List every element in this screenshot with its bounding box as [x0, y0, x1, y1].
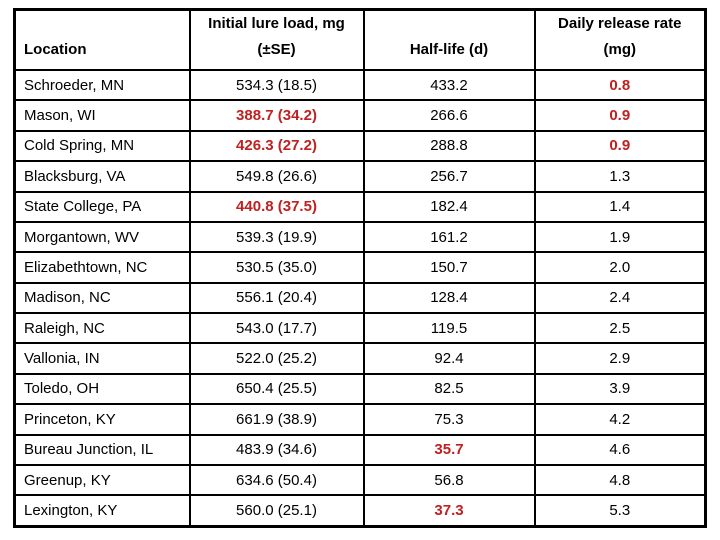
location-cell: Raleigh, NC [13, 311, 191, 345]
half-life-d-cell: 256.7 [362, 160, 536, 193]
half-life-header-label: Half-life (d) [409, 41, 489, 58]
initial-lure-load-se-cell: 549.8 (26.6) [188, 160, 365, 193]
location-cell: Vallonia, IN [13, 342, 191, 375]
header-row: Location Initial lure load, mg (±SE) Hal… [13, 8, 707, 71]
initial-lure-load-se-cell: 634.6 (50.4) [188, 463, 365, 497]
half-life-d-cell: 75.3 [362, 403, 536, 436]
daily-release-mg-cell: 4.2 [533, 403, 707, 436]
initial-lure-load-se-cell: 650.4 (25.5) [188, 372, 365, 406]
daily-release-mg-cell: 2.5 [533, 311, 707, 345]
initial-lure-load-se-cell: 522.0 (25.2) [188, 342, 365, 375]
table-row: Vallonia, IN 522.0 (25.2) 92.4 2.9 [13, 342, 707, 375]
table-row: Princeton, KY 661.9 (38.9) 75.3 4.2 [13, 403, 707, 436]
table-row: Cold Spring, MN 426.3 (27.2) 288.8 0.9 [13, 129, 707, 163]
table-row: Madison, NC 556.1 (20.4) 128.4 2.4 [13, 281, 707, 315]
half-life-d-cell: 82.5 [362, 372, 536, 406]
location-cell: Lexington, KY [13, 494, 191, 528]
daily-release-mg-cell: 5.3 [533, 494, 707, 528]
daily-release-mg-cell: 2.0 [533, 251, 707, 284]
initial-lure-load-se-cell: 556.1 (20.4) [188, 281, 365, 315]
daily-release-mg-cell: 0.9 [533, 99, 707, 132]
half-life-d-cell: 37.3 [362, 494, 536, 528]
lure-load-header-line2: (±SE) [257, 41, 296, 58]
half-life-d-cell: 161.2 [362, 220, 536, 254]
daily-release-mg-cell: 2.4 [533, 281, 707, 315]
initial-lure-load-se-cell: 530.5 (35.0) [188, 251, 365, 284]
table-row: Elizabethtown, NC 530.5 (35.0) 150.7 2.0 [13, 251, 707, 284]
table-header: Location Initial lure load, mg (±SE) Hal… [13, 8, 707, 71]
daily-release-mg-cell: 4.6 [533, 433, 707, 466]
half-life-d-cell: 35.7 [362, 433, 536, 466]
location-cell: Toledo, OH [13, 372, 191, 406]
location-cell: Blacksburg, VA [13, 160, 191, 193]
half-life-d-cell: 150.7 [362, 251, 536, 284]
table-row: Lexington, KY 560.0 (25.1) 37.3 5.3 [13, 494, 707, 528]
release-rate-header-line1: Daily release rate [558, 15, 682, 32]
location-cell: Elizabethtown, NC [13, 251, 191, 284]
daily-release-mg-cell: 0.8 [533, 68, 707, 102]
location-cell: Greenup, KY [13, 463, 191, 497]
lure-load-header-line1: Initial lure load, mg [208, 15, 345, 32]
initial-lure-load-se-cell: 388.7 (34.2) [188, 99, 365, 132]
col-header-half-life: Half-life (d) [362, 8, 536, 71]
daily-release-mg-cell: 1.9 [533, 220, 707, 254]
half-life-d-cell: 128.4 [362, 281, 536, 315]
daily-release-mg-cell: 0.9 [533, 129, 707, 163]
col-header-lure-load: Initial lure load, mg (±SE) [188, 8, 365, 71]
half-life-d-cell: 56.8 [362, 463, 536, 497]
table-row: Bureau Junction, IL 483.9 (34.6) 35.7 4.6 [13, 433, 707, 466]
initial-lure-load-se-cell: 534.3 (18.5) [188, 68, 365, 102]
table-row: Greenup, KY 634.6 (50.4) 56.8 4.8 [13, 463, 707, 497]
daily-release-mg-cell: 1.4 [533, 190, 707, 223]
half-life-d-cell: 288.8 [362, 129, 536, 163]
table-row: Toledo, OH 650.4 (25.5) 82.5 3.9 [13, 372, 707, 406]
daily-release-mg-cell: 1.3 [533, 160, 707, 193]
initial-lure-load-se-cell: 543.0 (17.7) [188, 311, 365, 345]
location-cell: Schroeder, MN [13, 68, 191, 102]
initial-lure-load-se-cell: 483.9 (34.6) [188, 433, 365, 466]
initial-lure-load-se-cell: 426.3 (27.2) [188, 129, 365, 163]
col-header-release-rate: Daily release rate (mg) [533, 8, 707, 71]
table-body: Schroeder, MN 534.3 (18.5) 433.2 0.8 Mason, … [13, 68, 707, 528]
lure-data-table: Location Initial lure load, mg (±SE) Hal… [13, 8, 707, 528]
location-cell: Cold Spring, MN [13, 129, 191, 163]
daily-release-mg-cell: 4.8 [533, 463, 707, 497]
location-cell: Morgantown, WV [13, 220, 191, 254]
table-row: Mason, WI 388.7 (34.2) 266.6 0.9 [13, 99, 707, 132]
location-cell: Mason, WI [13, 99, 191, 132]
half-life-d-cell: 92.4 [362, 342, 536, 375]
daily-release-mg-cell: 3.9 [533, 372, 707, 406]
initial-lure-load-se-cell: 560.0 (25.1) [188, 494, 365, 528]
location-cell: Madison, NC [13, 281, 191, 315]
release-rate-header-line2: (mg) [603, 41, 637, 58]
half-life-d-cell: 182.4 [362, 190, 536, 223]
initial-lure-load-se-cell: 661.9 (38.9) [188, 403, 365, 436]
initial-lure-load-se-cell: 440.8 (37.5) [188, 190, 365, 223]
table-row: Blacksburg, VA 549.8 (26.6) 256.7 1.3 [13, 160, 707, 193]
initial-lure-load-se-cell: 539.3 (19.9) [188, 220, 365, 254]
table-row: State College, PA 440.8 (37.5) 182.4 1.4 [13, 190, 707, 223]
table-row: Raleigh, NC 543.0 (17.7) 119.5 2.5 [13, 311, 707, 345]
col-header-location: Location [13, 8, 191, 71]
table-row: Schroeder, MN 534.3 (18.5) 433.2 0.8 [13, 68, 707, 102]
half-life-d-cell: 433.2 [362, 68, 536, 102]
table-row: Morgantown, WV 539.3 (19.9) 161.2 1.9 [13, 220, 707, 254]
col-header-location-label: Location [24, 41, 87, 58]
location-cell: State College, PA [13, 190, 191, 223]
half-life-d-cell: 266.6 [362, 99, 536, 132]
daily-release-mg-cell: 2.9 [533, 342, 707, 375]
location-cell: Bureau Junction, IL [13, 433, 191, 466]
half-life-d-cell: 119.5 [362, 311, 536, 345]
location-cell: Princeton, KY [13, 403, 191, 436]
